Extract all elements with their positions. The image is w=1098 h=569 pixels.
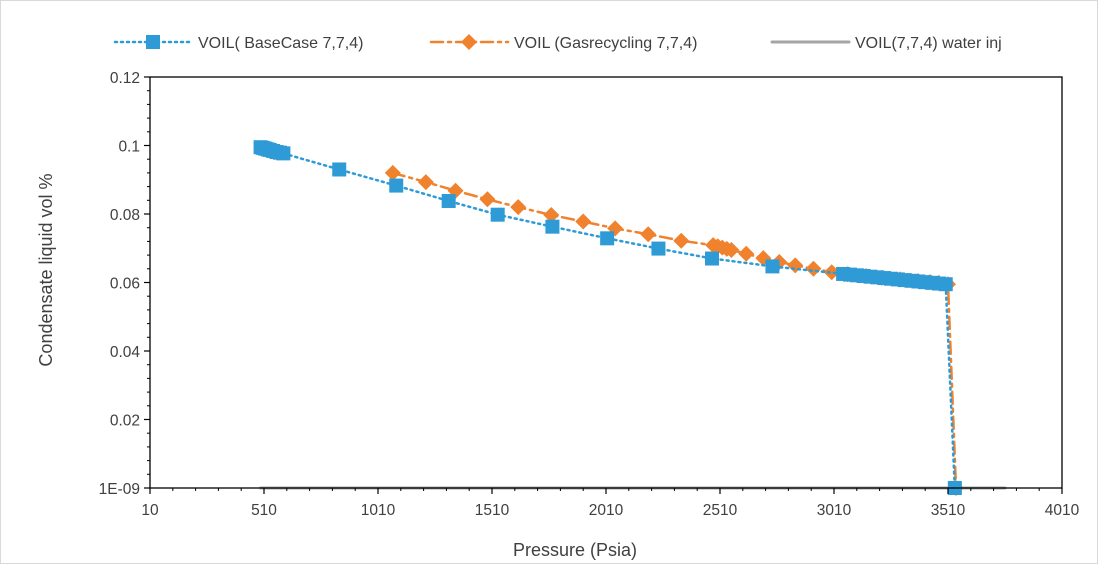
x-tick-label: 2510 — [703, 502, 738, 519]
legend-marker — [146, 35, 160, 49]
legend-label: VOIL( BaseCase 7,7,4) — [198, 35, 363, 52]
data-point — [441, 193, 456, 208]
data-point — [510, 199, 527, 216]
data-point — [545, 219, 560, 234]
data-point — [723, 241, 740, 258]
x-tick-label: 3510 — [931, 502, 966, 519]
legend-entry: VOIL(7,7,4) water inj — [770, 35, 1002, 52]
data-point — [384, 164, 401, 181]
data-point — [543, 207, 560, 224]
y-tick-label: 0.1 — [118, 139, 140, 156]
data-point — [479, 191, 496, 208]
data-point — [705, 251, 720, 266]
plot-area — [253, 140, 1007, 496]
data-point — [805, 260, 822, 277]
x-tick-label: 3010 — [817, 502, 852, 519]
data-point — [389, 178, 404, 193]
y-tick-label: 0.04 — [110, 344, 141, 361]
legend-label: VOIL (Gasrecycling 7,7,4) — [514, 35, 697, 52]
data-point — [823, 264, 840, 281]
x-tick-label: 1010 — [361, 502, 396, 519]
y-tick-label: 0.06 — [110, 276, 140, 293]
x-tick-label: 2010 — [589, 502, 624, 519]
data-point — [332, 162, 347, 177]
data-point — [640, 226, 657, 243]
y-tick-label: 0.08 — [110, 207, 140, 224]
legend-label: VOIL(7,7,4) water inj — [855, 35, 1002, 52]
data-point — [600, 231, 615, 246]
x-tick-label: 10 — [141, 502, 159, 519]
data-point — [276, 146, 291, 161]
legend: VOIL( BaseCase 7,7,4) VOIL (Gasrecycling … — [113, 34, 1002, 52]
data-point — [673, 232, 690, 249]
x-tick-label: 4010 — [1045, 502, 1080, 519]
x-axis-title: Pressure (Psia) — [513, 540, 637, 560]
y-axis-title: Condensate liquid vol % — [36, 173, 56, 366]
axes: 10 510 1010 1510 2010 2510 3010 3510 4010 1E-09 0.… — [99, 70, 1080, 519]
legend-entry: VOIL( BaseCase 7,7,4) — [113, 35, 363, 52]
legend-marker — [461, 34, 477, 50]
y-tick-label: 0.02 — [110, 413, 140, 430]
data-point — [938, 277, 953, 292]
y-tick-label: 0.12 — [110, 70, 140, 87]
data-point — [575, 213, 592, 230]
y-tick-label: 1E-09 — [99, 481, 140, 498]
x-tick-label: 1510 — [475, 502, 510, 519]
series-group — [253, 140, 962, 495]
data-point — [738, 245, 755, 262]
data-point — [765, 259, 780, 274]
data-point — [651, 241, 666, 256]
data-point — [490, 207, 505, 222]
legend-entry: VOIL (Gasrecycling 7,7,4) — [429, 34, 697, 52]
data-point — [417, 174, 434, 191]
x-tick-label: 510 — [251, 502, 277, 519]
